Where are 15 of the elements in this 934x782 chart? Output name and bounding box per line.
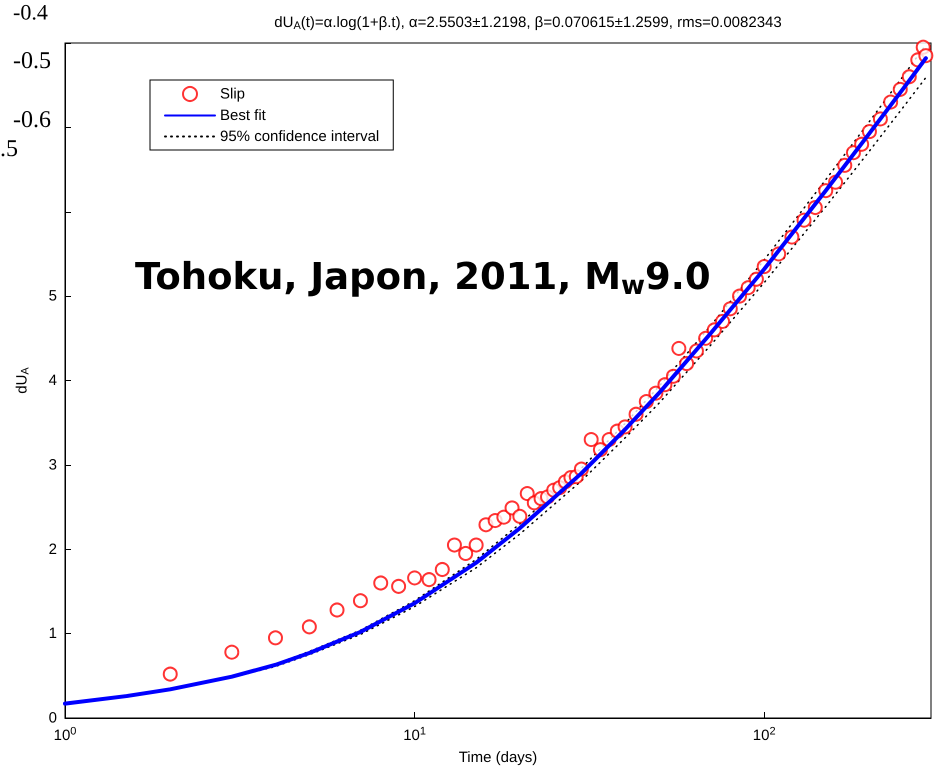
legend-label: Best fit bbox=[220, 107, 267, 124]
y-axis-title: dUA bbox=[13, 366, 32, 394]
text: .5 bbox=[0, 136, 18, 162]
y-tick-label: 3 bbox=[48, 456, 57, 474]
y-tick-label: 2 bbox=[48, 540, 57, 558]
legend-label: Slip bbox=[220, 86, 246, 102]
legend-label: 95% confidence interval bbox=[220, 128, 380, 145]
y-tick-label: 1 bbox=[48, 625, 57, 642]
y-tick-label: 5 bbox=[48, 288, 57, 305]
text: -0.4 bbox=[13, 0, 48, 24]
text: -0.5 bbox=[13, 48, 51, 74]
x-axis-title: Time (days) bbox=[458, 749, 538, 766]
text: -0.6 bbox=[13, 107, 51, 133]
y-tick-label: 4 bbox=[48, 372, 57, 389]
y-tick-label: 0 bbox=[48, 710, 57, 726]
